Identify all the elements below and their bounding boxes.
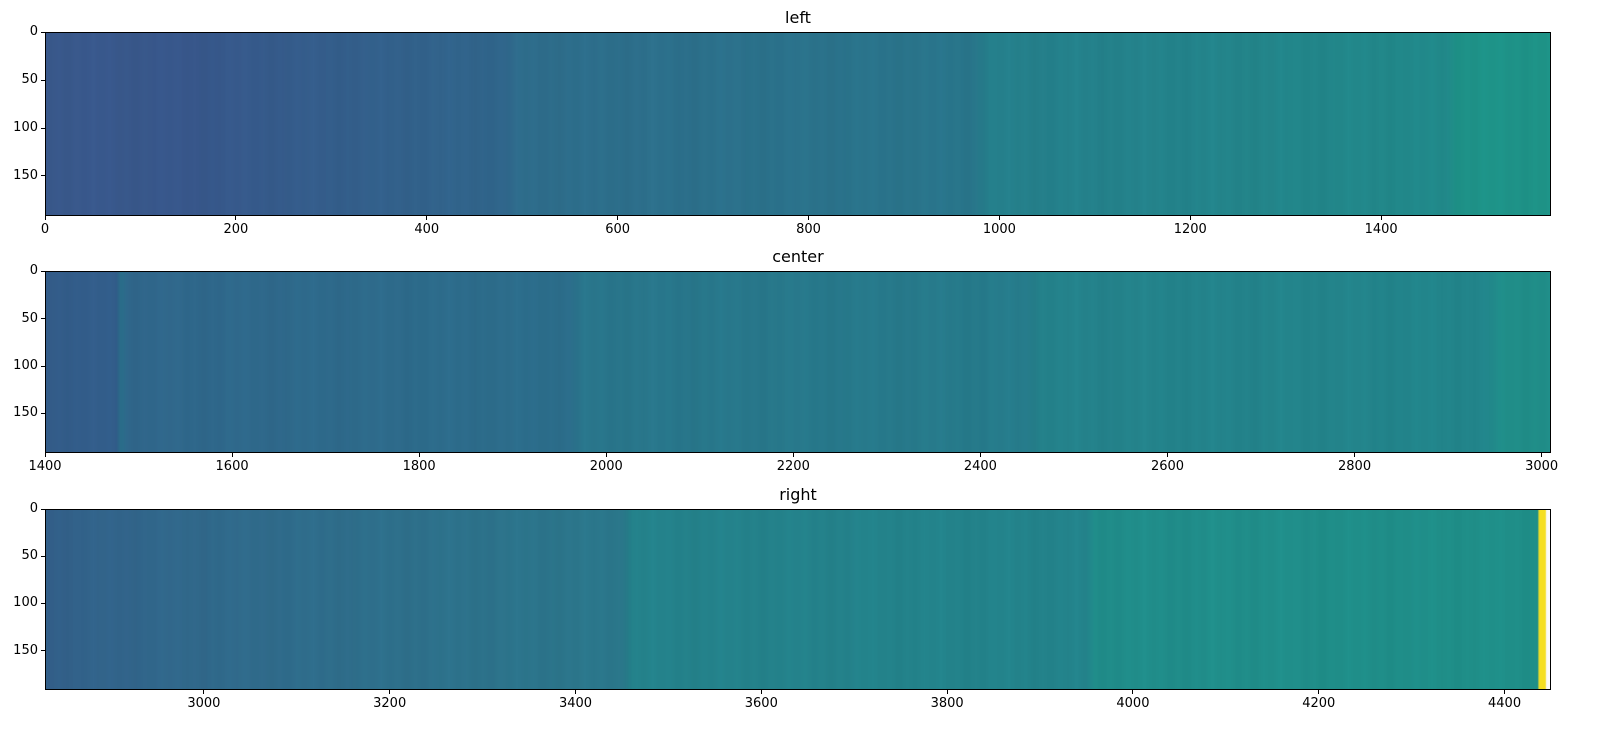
x-tick-label: 600 — [605, 222, 631, 237]
x-tick-mark — [1541, 453, 1543, 457]
panel-title: center — [772, 247, 824, 266]
y-tick-label: 100 — [13, 120, 38, 136]
x-tick-mark — [426, 216, 428, 220]
panel-title: left — [785, 8, 811, 27]
y-tick-label: 0 — [29, 501, 38, 517]
y-tick-label: 0 — [29, 263, 38, 279]
x-tick-label: 2400 — [963, 459, 997, 474]
y-tick-mark — [41, 175, 45, 177]
x-tick-mark — [1380, 216, 1382, 220]
x-tick-label: 2600 — [1150, 459, 1185, 474]
x-tick-label: 3800 — [930, 696, 964, 711]
x-tick-mark — [418, 453, 420, 457]
x-tick-mark — [389, 690, 391, 694]
x-tick-label: 800 — [796, 222, 821, 237]
x-tick-label: 4200 — [1302, 696, 1336, 711]
y-tick-label: 100 — [13, 358, 38, 374]
x-tick-label: 2800 — [1338, 459, 1372, 474]
x-tick-label: 200 — [223, 222, 249, 237]
x-tick-label: 2200 — [776, 459, 810, 474]
x-tick-mark — [44, 453, 46, 457]
x-tick-label: 1000 — [982, 222, 1016, 237]
x-tick-label: 1600 — [215, 459, 249, 474]
x-tick-mark — [44, 216, 46, 220]
x-tick-label: 3000 — [1525, 459, 1559, 474]
x-tick-mark — [998, 216, 1000, 220]
x-tick-label: 4000 — [1116, 696, 1150, 711]
y-tick-label: 150 — [13, 642, 38, 658]
y-tick-label: 50 — [21, 548, 38, 564]
x-tick-label: 1200 — [1173, 222, 1207, 237]
heatmap-axes-left — [45, 32, 1551, 216]
heatmap-image — [46, 510, 1550, 689]
x-tick-label: 3600 — [744, 696, 778, 711]
y-tick-mark — [41, 365, 45, 367]
x-tick-mark — [1504, 690, 1506, 694]
x-tick-mark — [979, 453, 981, 457]
y-tick-label: 150 — [13, 167, 38, 183]
x-tick-label: 3000 — [187, 696, 221, 711]
x-tick-mark — [807, 216, 809, 220]
y-tick-mark — [41, 508, 45, 510]
y-tick-mark — [41, 555, 45, 557]
panel-title: right — [779, 485, 817, 504]
x-tick-mark — [203, 690, 205, 694]
x-tick-label: 4400 — [1488, 696, 1522, 711]
y-tick-mark — [41, 602, 45, 604]
x-tick-label: 2000 — [589, 459, 623, 474]
heatmap-axes-right — [45, 509, 1551, 690]
x-tick-label: 400 — [414, 222, 440, 237]
y-tick-label: 150 — [13, 405, 38, 421]
heatmap-axes-center — [45, 271, 1551, 453]
x-tick-label: 1800 — [402, 459, 436, 474]
y-tick-mark — [41, 127, 45, 129]
y-tick-mark — [41, 318, 45, 320]
x-tick-mark — [235, 216, 237, 220]
x-tick-label: 1400 — [1364, 222, 1398, 237]
y-tick-label: 100 — [13, 595, 38, 611]
x-tick-label: 3400 — [558, 696, 593, 711]
x-tick-mark — [946, 690, 948, 694]
x-tick-mark — [605, 453, 607, 457]
y-tick-mark — [41, 650, 45, 651]
x-tick-mark — [1166, 453, 1168, 457]
y-tick-label: 0 — [29, 24, 38, 40]
x-tick-mark — [760, 690, 762, 694]
y-tick-label: 50 — [21, 310, 38, 326]
x-tick-mark — [1132, 690, 1134, 694]
x-tick-mark — [1189, 216, 1191, 220]
y-tick-mark — [41, 412, 45, 414]
x-tick-mark — [617, 216, 619, 220]
x-tick-mark — [1354, 453, 1356, 457]
x-tick-label: 0 — [40, 222, 50, 237]
heatmap-image — [46, 33, 1550, 215]
y-tick-mark — [41, 31, 45, 33]
x-tick-label: 1400 — [28, 459, 62, 474]
x-tick-label: 3200 — [373, 696, 407, 711]
y-tick-label: 50 — [21, 72, 38, 88]
y-tick-mark — [41, 79, 45, 81]
x-tick-mark — [231, 453, 233, 457]
x-tick-mark — [1318, 690, 1320, 694]
y-tick-mark — [41, 270, 45, 272]
x-tick-mark — [792, 453, 794, 457]
x-tick-mark — [574, 690, 576, 694]
heatmap-image — [46, 272, 1550, 452]
